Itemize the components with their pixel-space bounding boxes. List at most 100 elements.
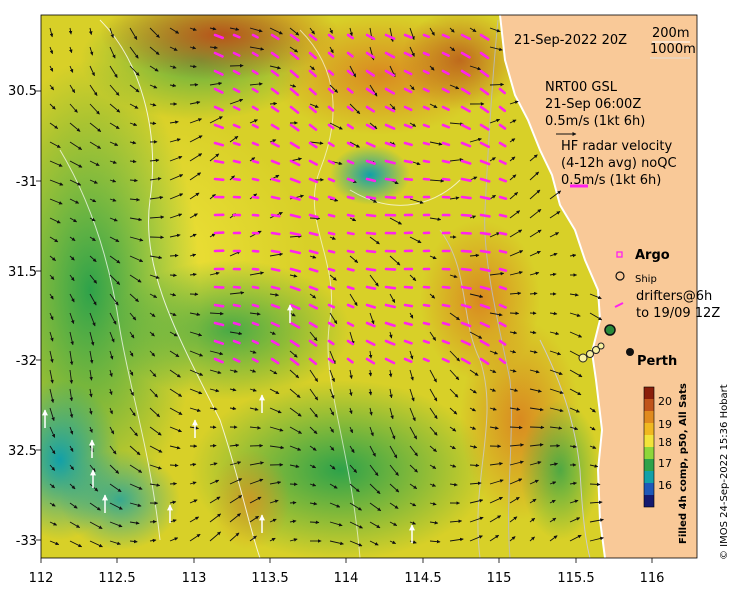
current-arrow — [89, 103, 100, 115]
current-arrow — [149, 102, 157, 107]
current-arrow — [549, 311, 558, 316]
current-arrow — [469, 535, 483, 542]
current-arrow — [49, 350, 54, 363]
current-arrow — [89, 84, 98, 96]
current-arrow — [169, 537, 179, 542]
current-arrow — [149, 255, 163, 260]
drifter-track — [578, 342, 605, 363]
radar-arrow — [308, 195, 319, 201]
radar-arrow — [327, 321, 335, 328]
radar-arrow — [441, 303, 451, 308]
radar-arrow — [365, 159, 376, 165]
current-arrow — [309, 483, 317, 487]
radar-arrow — [403, 321, 413, 327]
current-arrow — [229, 135, 239, 143]
radar-arrow — [422, 141, 431, 146]
current-arrow — [429, 141, 443, 146]
radar-arrow — [422, 357, 430, 363]
current-arrow — [169, 253, 179, 258]
current-arrow — [509, 270, 523, 276]
current-arrow — [329, 521, 343, 527]
current-arrow — [409, 502, 417, 507]
radar-arrow — [441, 357, 450, 363]
current-arrow — [49, 84, 55, 91]
current-arrow — [129, 539, 138, 544]
radar-arrow — [460, 69, 471, 77]
current-arrow — [189, 331, 203, 337]
radar-arrow — [270, 267, 281, 272]
current-arrow — [49, 540, 60, 546]
current-arrow — [429, 65, 435, 71]
current-arrow — [169, 292, 177, 297]
current-arrow — [529, 425, 545, 430]
radar-arrow — [308, 357, 318, 366]
current-arrow — [269, 518, 277, 523]
current-arrow — [149, 426, 162, 436]
radar-arrow — [327, 249, 336, 254]
current-arrow — [329, 274, 337, 281]
radar-arrow — [346, 105, 354, 112]
current-arrow — [509, 138, 516, 143]
current-arrow — [309, 369, 319, 382]
radar-arrow — [422, 321, 431, 326]
radar-arrow — [270, 177, 281, 183]
current-arrow — [449, 350, 460, 362]
current-arrow — [489, 157, 496, 162]
current-arrow — [289, 84, 297, 88]
current-arrow — [189, 481, 197, 485]
argo-legend-marker — [616, 251, 623, 258]
radar-arrow — [308, 285, 319, 292]
current-arrow — [429, 539, 441, 544]
current-arrow — [69, 521, 81, 528]
current-arrow — [329, 483, 338, 489]
y-tick-label: 32.5 — [8, 444, 37, 459]
current-arrow — [369, 464, 379, 476]
radar-arrow — [365, 33, 376, 41]
x-tick-label: 113 — [182, 571, 207, 586]
current-arrow — [89, 160, 100, 167]
radar-arrow — [270, 105, 280, 113]
current-arrow — [129, 350, 134, 357]
current-arrow — [249, 27, 263, 33]
current-arrow — [129, 407, 136, 417]
radar-arrow — [365, 51, 376, 59]
radar-arrow — [346, 195, 355, 200]
current-arrow — [449, 27, 455, 33]
current-arrow — [129, 293, 139, 303]
current-arrow — [269, 65, 281, 70]
current-arrow — [269, 27, 283, 35]
current-arrow — [89, 255, 97, 263]
current-arrow — [169, 369, 181, 378]
radar-arrow — [479, 357, 490, 366]
current-arrow — [529, 536, 535, 542]
radar-arrow — [270, 231, 281, 236]
current-arrow — [589, 518, 604, 523]
current-arrow — [489, 479, 504, 485]
current-arrow — [489, 515, 502, 523]
current-arrow — [269, 388, 280, 395]
current-arrow — [529, 271, 540, 276]
current-arrow — [89, 217, 96, 222]
radar-arrow — [251, 195, 260, 199]
current-arrow — [69, 46, 73, 54]
current-arrow — [129, 388, 134, 396]
current-arrow — [409, 388, 415, 402]
radar-arrow — [365, 141, 376, 148]
x-axis-labels: 112 112.5 113 113.5 114 114.5 115 115.5 … — [29, 571, 665, 586]
colorbar-title: Filled 4h comp, p50, All Sats — [678, 383, 689, 544]
current-arrow — [109, 236, 120, 243]
current-arrow — [49, 331, 54, 342]
radar-arrow — [270, 69, 280, 77]
current-arrow — [289, 27, 300, 36]
current-arrow — [529, 171, 540, 181]
radar-arrow — [460, 249, 472, 253]
x-tick-label: 114.5 — [404, 571, 441, 586]
colorbar-tick: 17 — [658, 457, 672, 470]
current-arrow — [169, 388, 183, 397]
current-arrow — [289, 312, 296, 317]
current-arrow — [549, 407, 564, 413]
current-arrow — [129, 84, 140, 93]
current-arrow — [349, 464, 358, 473]
current-arrow — [129, 426, 138, 437]
x-tick-label: 113.5 — [251, 571, 288, 586]
